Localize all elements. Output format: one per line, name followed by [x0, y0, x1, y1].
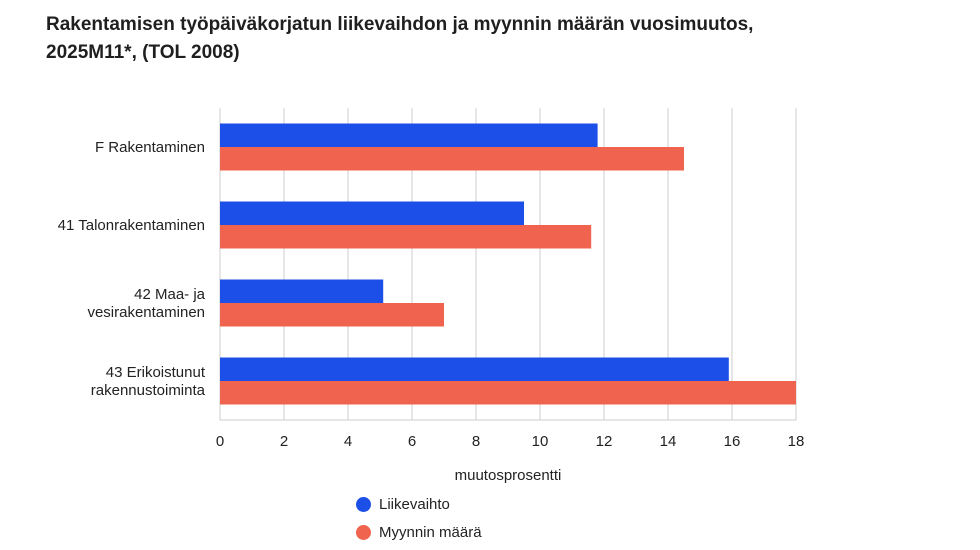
x-tick-label: 18	[788, 433, 805, 450]
category-label: 41 Talonrakentaminen	[58, 217, 205, 234]
legend-item: Myynnin määrä	[356, 518, 482, 546]
x-tick-label: 16	[724, 433, 741, 450]
x-tick-label: 8	[472, 433, 480, 450]
bar-liikevaihto	[220, 201, 524, 225]
bar-myynnin-maara	[220, 147, 684, 171]
x-tick-label: 10	[532, 433, 549, 450]
x-tick-label: 14	[660, 433, 677, 450]
chart-title: Rakentamisen työpäiväkorjatun liikevaihd…	[46, 14, 754, 63]
x-tick-labels: 0 2 4 6 8 10 12 14 16 18	[216, 433, 805, 450]
x-tick-label: 2	[280, 433, 288, 450]
legend-swatch	[356, 524, 371, 540]
x-axis-label: muutosprosentti	[455, 467, 562, 484]
x-tick-label: 0	[216, 433, 224, 450]
bar-myynnin-maara	[220, 303, 444, 327]
bar-myynnin-maara	[220, 225, 592, 249]
x-tick-label: 12	[596, 433, 613, 450]
x-tick-label: 4	[344, 433, 352, 450]
legend-label: Liikevaihto	[379, 495, 450, 513]
legend: Liikevaihto Myynnin määrä	[356, 490, 482, 546]
category-label: 42 Maa- ja	[134, 286, 206, 303]
bar-liikevaihto	[220, 279, 384, 303]
category-label: vesirakentaminen	[87, 304, 205, 321]
bar-myynnin-maara	[220, 381, 796, 405]
bar-liikevaihto	[220, 123, 598, 147]
category-labels: F Rakentaminen 41 Talonrakentaminen 42 Maa…	[58, 139, 206, 399]
bars	[220, 123, 796, 405]
category-label: F Rakentaminen	[95, 139, 205, 156]
category-label: 43 Erikoistunut	[106, 364, 206, 381]
bar-liikevaihto	[220, 357, 729, 381]
category-label: rakennustoiminta	[91, 382, 206, 399]
legend-label: Myynnin määrä	[379, 523, 482, 541]
legend-item: Liikevaihto	[356, 490, 482, 518]
x-tick-label: 6	[408, 433, 416, 450]
legend-swatch	[356, 496, 371, 512]
